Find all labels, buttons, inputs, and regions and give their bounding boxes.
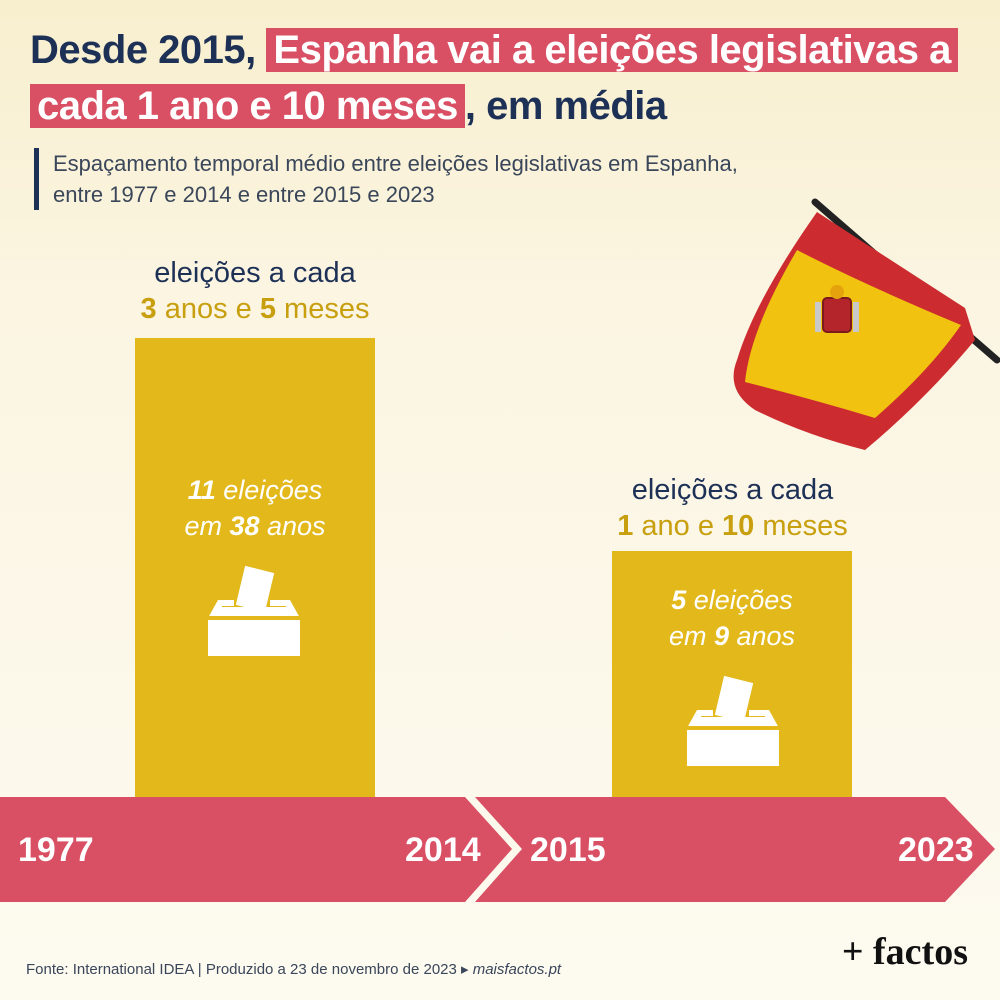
- ballot-box-icon: [208, 562, 300, 656]
- footer-source: Fonte: International IDEA | Produzido a …: [26, 961, 562, 978]
- title-part1: Desde 2015,: [30, 28, 256, 72]
- subtitle: Espaçamento temporal médio entre eleiçõe…: [34, 148, 953, 210]
- year-end-1: 2014: [405, 831, 481, 869]
- title-part3: , em média: [464, 84, 667, 128]
- coat-of-arms: [815, 285, 859, 333]
- footer-site: maisfactos.pt: [472, 961, 562, 978]
- year-end-2: 2023: [898, 831, 974, 869]
- subtitle-line2: entre 1977 e 2014 e entre 2015 e 2023: [53, 182, 435, 207]
- year-start-2: 2015: [530, 831, 606, 869]
- timeline-arrow-1: [0, 797, 512, 902]
- bar-label-period-1: 11 eleições em 38 anos: [184, 475, 326, 541]
- ballot-box-icon: [687, 672, 779, 766]
- subtitle-line1: Espaçamento temporal médio entre eleiçõe…: [53, 151, 738, 176]
- caption-period-1: eleições a cada 3 anos e 5 meses: [140, 257, 370, 325]
- bar-label-period-2: 5 eleições em 9 anos: [668, 585, 796, 651]
- caption-period-2: eleições a cada 1 ano e 10 meses: [617, 474, 848, 542]
- page-title: Desde 2015, Espanha vai a eleições legis…: [30, 22, 990, 134]
- year-start-1: 1977: [18, 831, 94, 869]
- timeline: [0, 797, 995, 902]
- timeline-arrow-2: [475, 797, 995, 902]
- brand-logo: + factos: [841, 931, 968, 973]
- spain-flag-icon: [733, 198, 1000, 450]
